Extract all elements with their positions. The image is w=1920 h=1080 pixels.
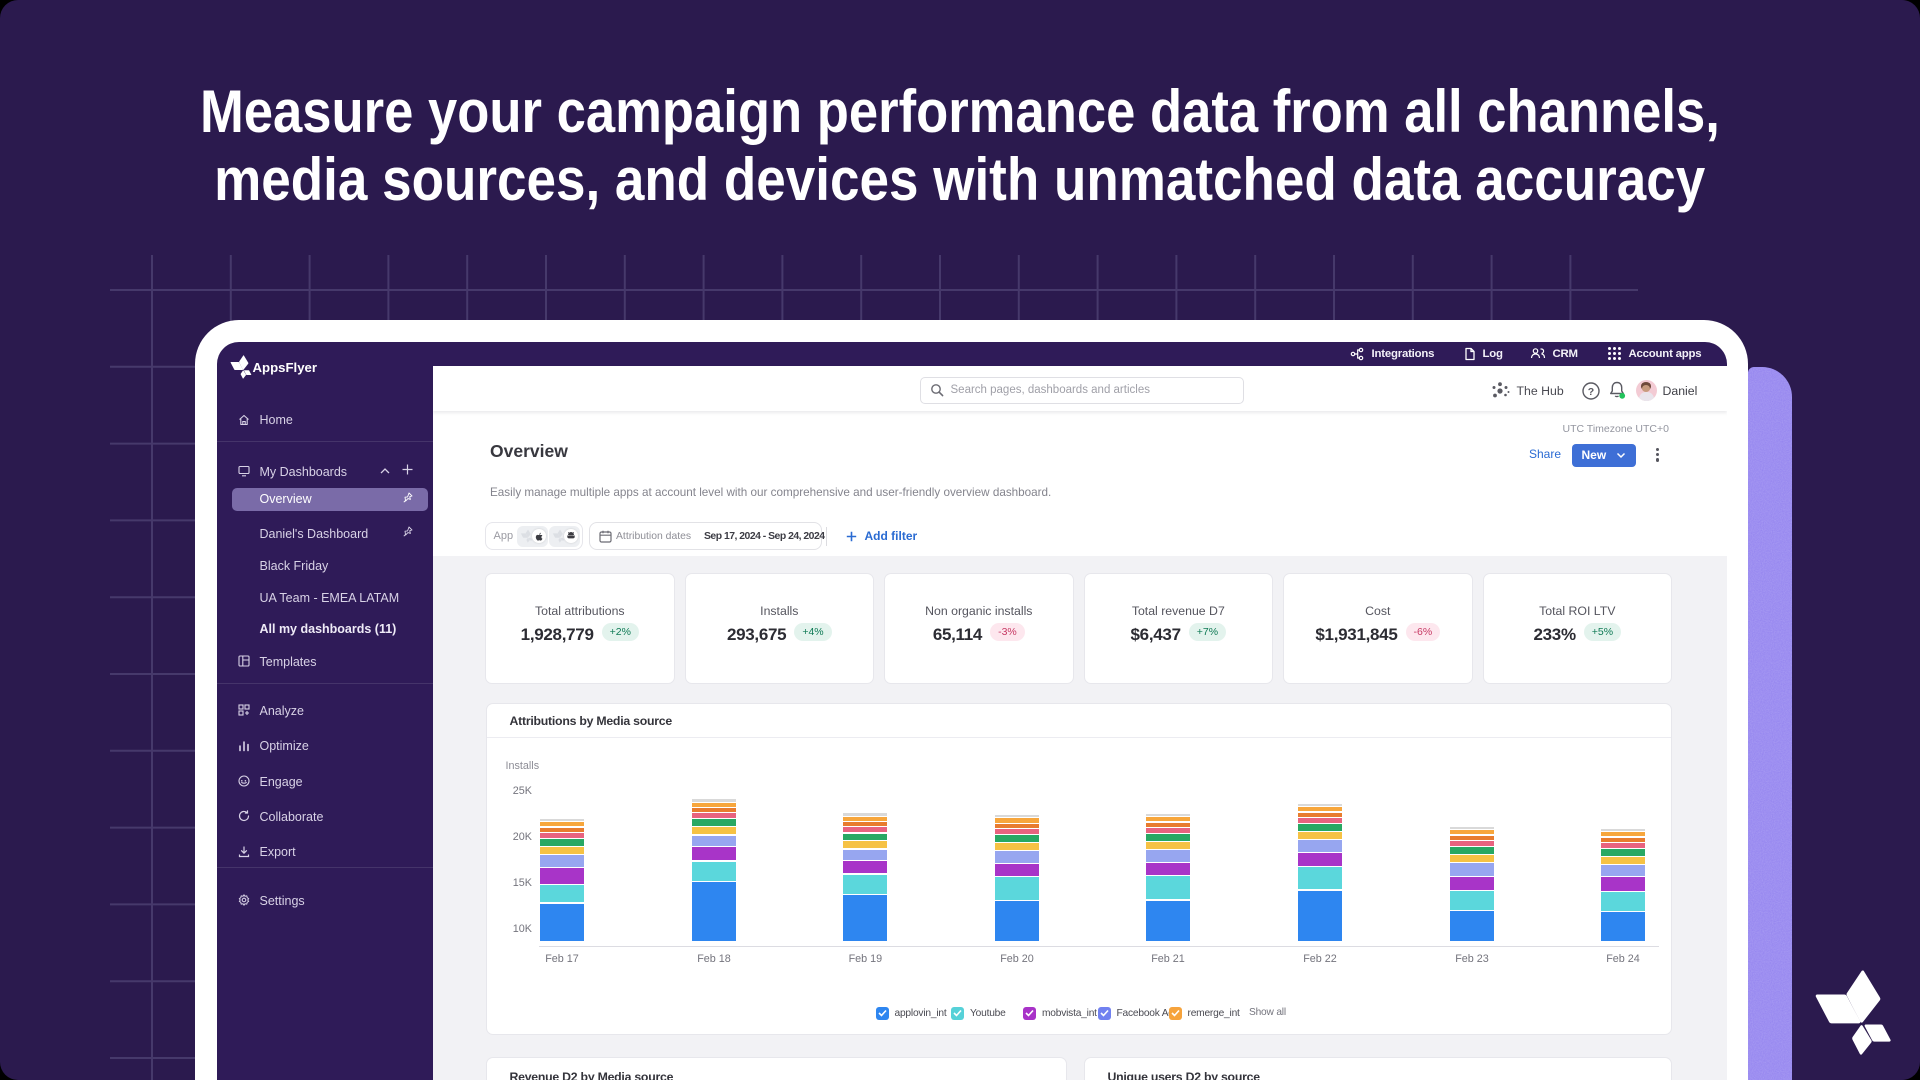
svg-text:?: ? (1587, 386, 1593, 398)
